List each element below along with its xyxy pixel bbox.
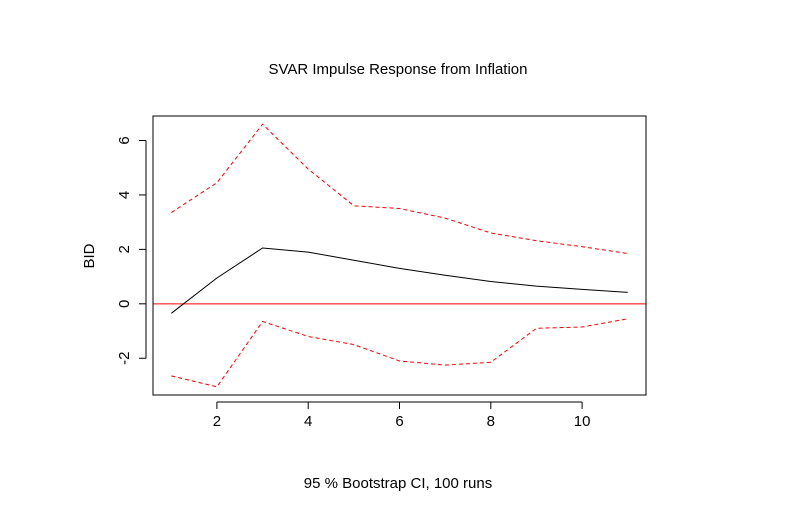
- x-tick-label: 8: [487, 413, 495, 430]
- y-tick-label: 4: [116, 191, 133, 199]
- chart-title: SVAR Impulse Response from Inflation: [268, 61, 527, 78]
- series-line-response: [170, 247, 628, 314]
- x-axis-label: 95 % Bootstrap CI, 100 runs: [304, 475, 492, 492]
- series-line-lower: [171, 318, 628, 388]
- x-tick-label: 10: [574, 413, 591, 430]
- y-tick-label: 6: [116, 136, 133, 144]
- x-tick-label: 6: [395, 413, 403, 430]
- series-line-upper: [171, 123, 628, 254]
- x-axis: 2 4 6 8 10: [213, 401, 591, 430]
- y-tick-label: 2: [116, 245, 133, 253]
- plot-area: [153, 123, 646, 388]
- x-tick-label: 4: [304, 413, 312, 430]
- y-tick-label: -2: [116, 352, 133, 365]
- plot-frame: [152, 115, 647, 396]
- y-tick-label: 0: [116, 300, 133, 308]
- y-axis: -2 0 2 4 6: [116, 136, 147, 365]
- x-tick-label: 2: [213, 413, 221, 430]
- y-axis-label: BID: [81, 243, 98, 268]
